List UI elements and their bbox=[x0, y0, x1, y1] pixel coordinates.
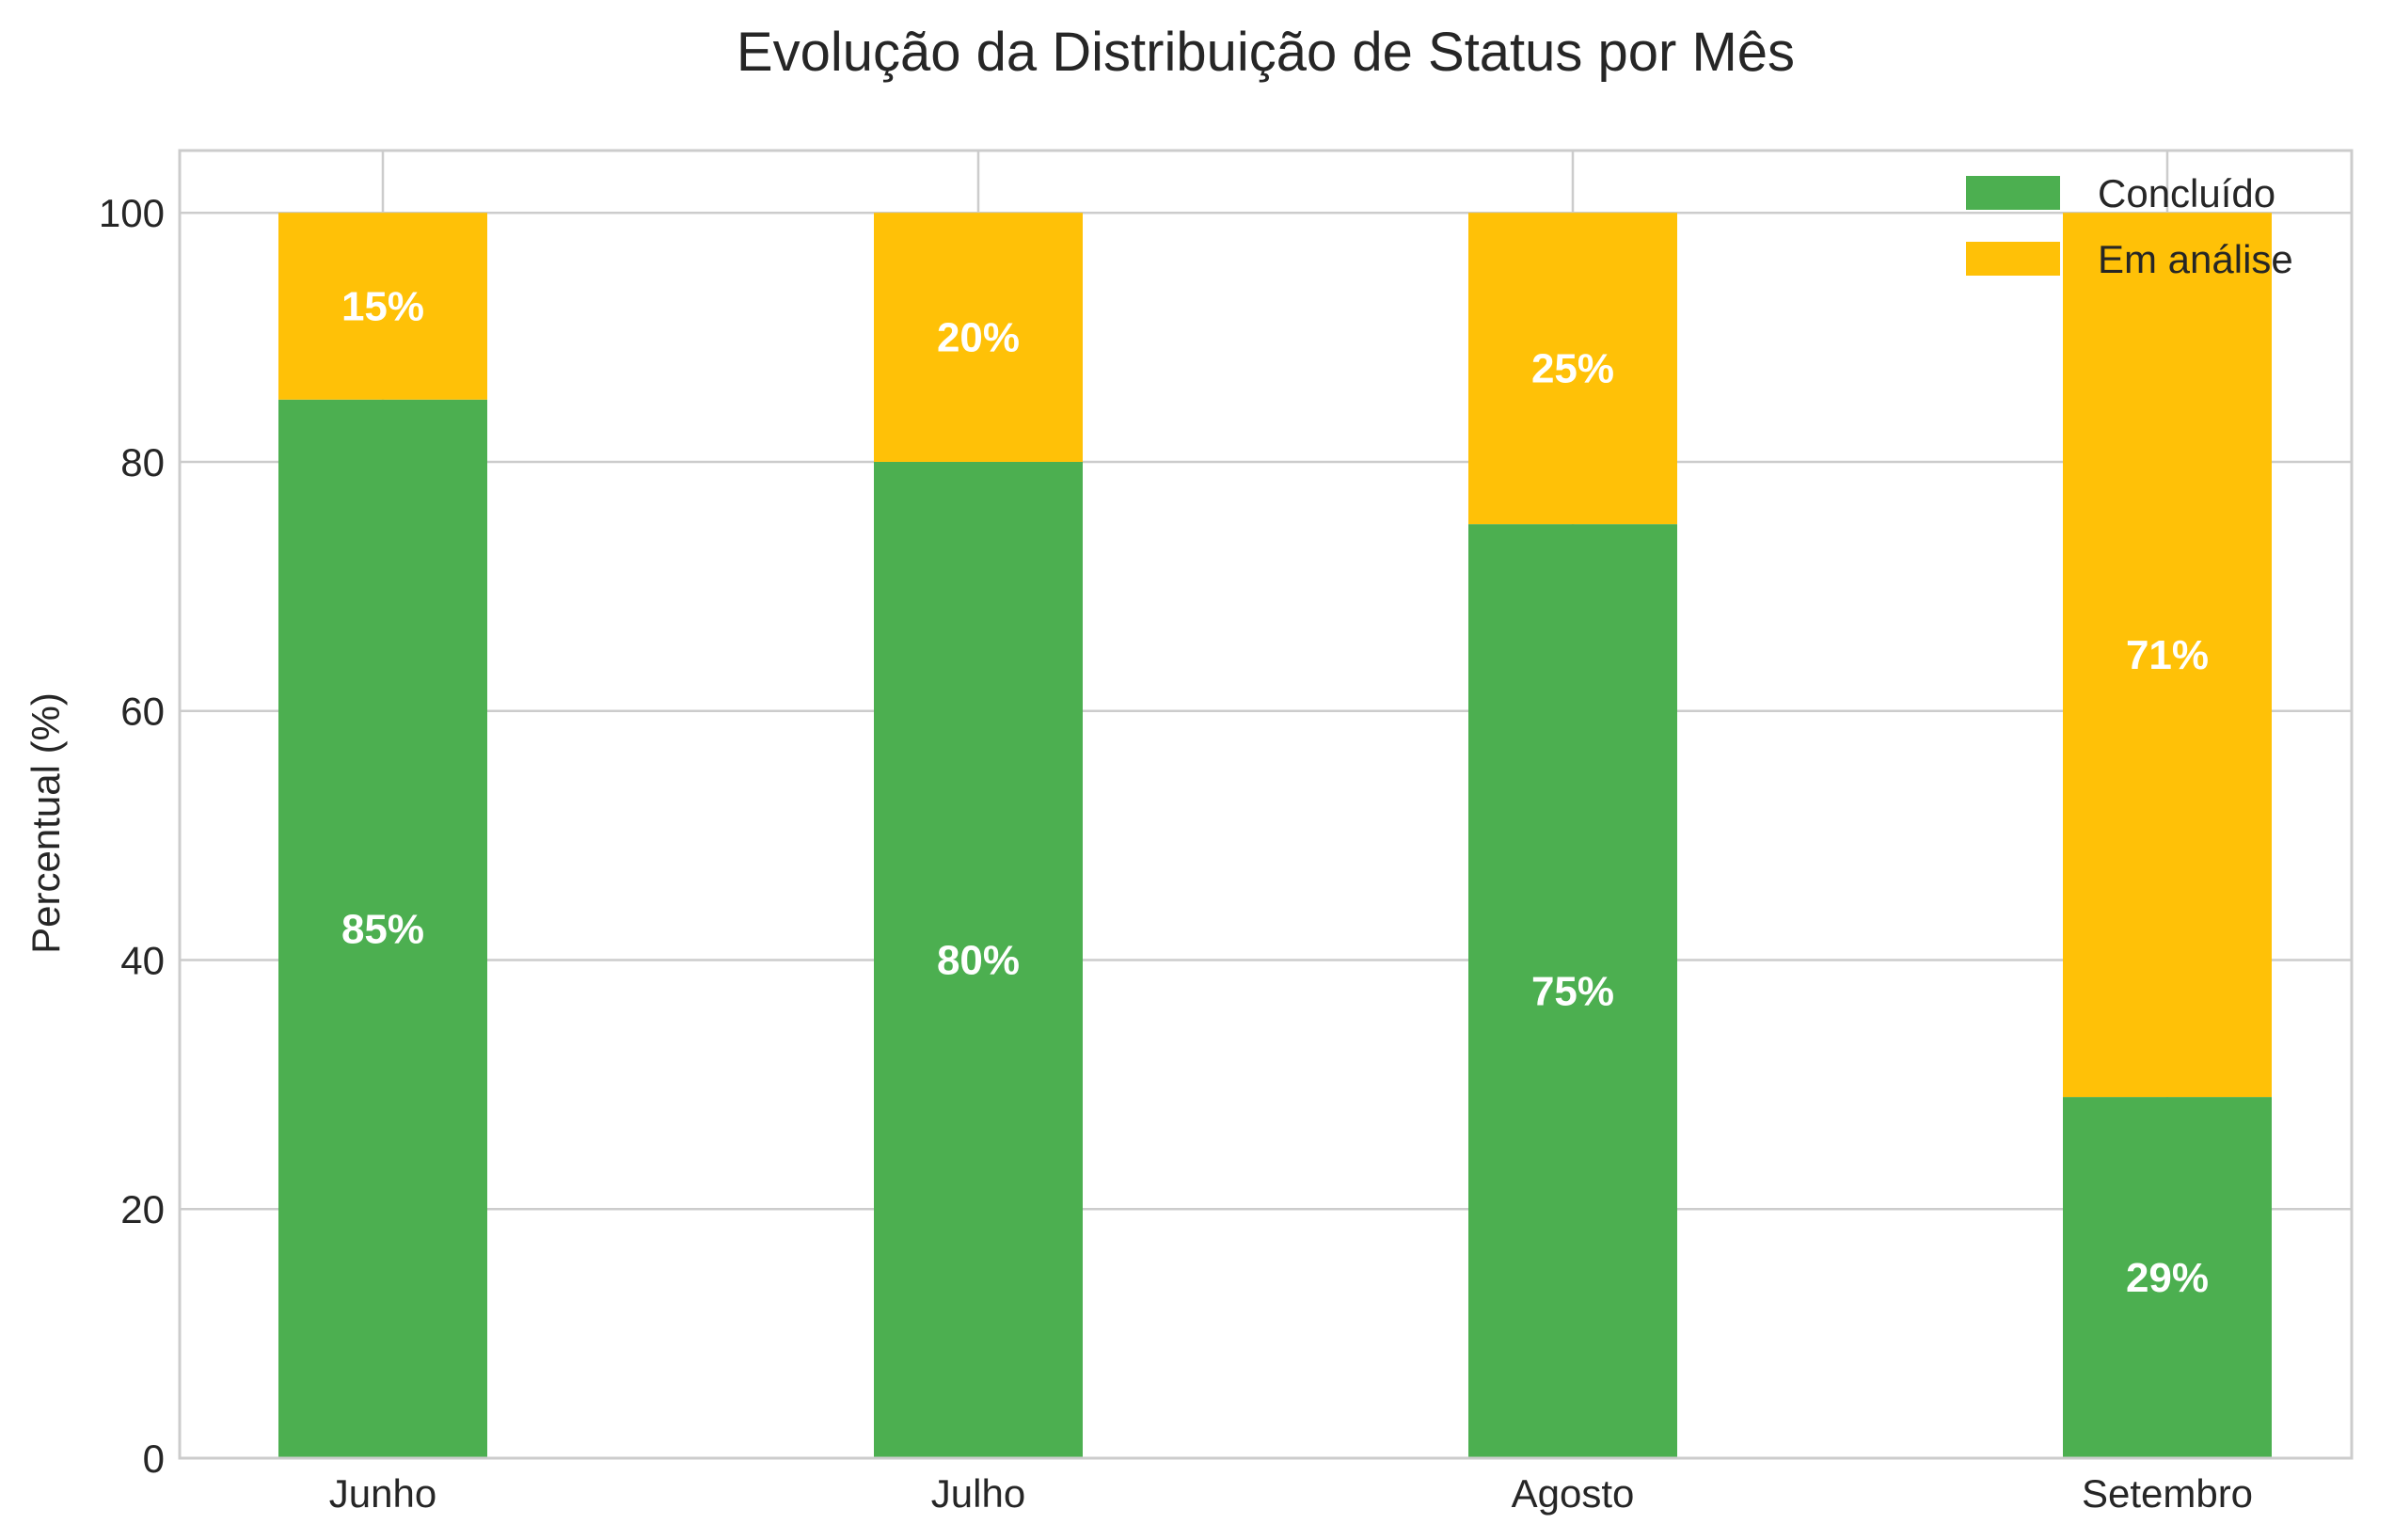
bar-segment-concluido-setembro bbox=[2063, 1097, 2272, 1458]
bar-data-label: 71% bbox=[2126, 632, 2209, 678]
grid-layer bbox=[180, 151, 2352, 1460]
y-tick-label: 20 bbox=[120, 1187, 165, 1231]
bar-segment-em-analise-junho bbox=[278, 213, 487, 400]
bar-data-label: 29% bbox=[2126, 1255, 2209, 1301]
bar-segment-em-analise-julho bbox=[874, 213, 1083, 462]
bar-segment-concluido-junho bbox=[278, 399, 487, 1458]
y-tick-label: 100 bbox=[99, 191, 165, 235]
y-axis-label: Percentual (%) bbox=[24, 692, 68, 954]
bar-data-label: 75% bbox=[1531, 969, 1614, 1015]
y-axis-ticks: 0 20 40 60 80 100 bbox=[99, 191, 165, 1481]
y-tick-label: 0 bbox=[143, 1437, 165, 1481]
x-tick-label: Junho bbox=[329, 1471, 436, 1516]
y-tick-label: 60 bbox=[120, 690, 165, 734]
x-axis-ticks: Junho Julho Agosto Setembro bbox=[329, 1471, 2253, 1516]
bar-segment-concluido-agosto bbox=[1468, 524, 1677, 1458]
x-tick-label: Agosto bbox=[1512, 1471, 1635, 1516]
legend-swatch bbox=[1966, 176, 2060, 210]
bar-segment-em-analise-setembro bbox=[2063, 213, 2272, 1098]
bar-labels-layer: 85% 15% 80% 20% 75% 25% 29% 71% bbox=[341, 283, 2209, 1301]
legend-swatch bbox=[1966, 242, 2060, 276]
bars-layer bbox=[278, 213, 2272, 1458]
plot-frame bbox=[178, 149, 2354, 1460]
y-tick-label: 40 bbox=[120, 938, 165, 982]
legend: Concluído Em análise bbox=[1966, 171, 2293, 281]
y-tick-label: 80 bbox=[120, 440, 165, 484]
bar-segment-concluido-julho bbox=[874, 461, 1083, 1458]
chart-title: Evolução da Distribuição de Status por M… bbox=[737, 22, 1795, 83]
bar-data-label: 85% bbox=[341, 906, 424, 952]
bar-data-label: 80% bbox=[937, 937, 1020, 983]
x-tick-label: Setembro bbox=[2082, 1471, 2253, 1516]
bar-data-label: 25% bbox=[1531, 346, 1614, 392]
legend-label: Concluído bbox=[2098, 171, 2275, 215]
bar-data-label: 20% bbox=[937, 315, 1020, 361]
bar-data-label: 15% bbox=[341, 283, 424, 329]
x-tick-label: Julho bbox=[931, 1471, 1025, 1516]
legend-label: Em análise bbox=[2098, 237, 2293, 281]
bar-segment-em-analise-agosto bbox=[1468, 213, 1677, 525]
